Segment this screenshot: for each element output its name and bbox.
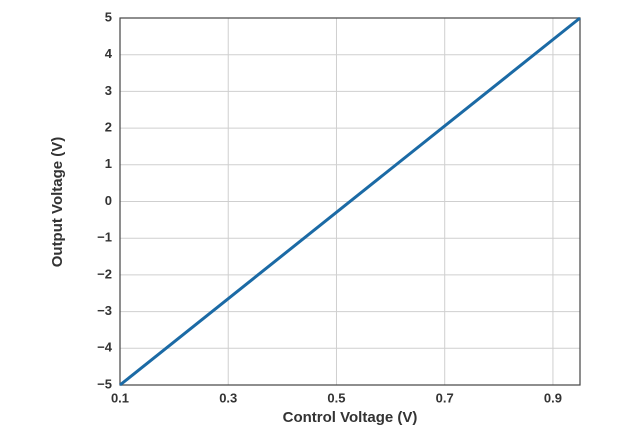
plot-frame: [119, 17, 581, 386]
y-tick-label: 5: [105, 9, 112, 24]
y-tick-label: −5: [97, 376, 112, 391]
y-tick-label: 2: [105, 120, 112, 135]
x-tick-label: 0.7: [436, 390, 454, 405]
x-tick-label: 0.9: [544, 390, 562, 405]
data-line: [119, 16, 581, 387]
x-tick-label: 0.1: [111, 390, 129, 405]
y-tick-label: −2: [97, 266, 112, 281]
y-tick-label: −4: [97, 340, 113, 355]
x-tick-label: 0.5: [327, 390, 345, 405]
y-tick-label: 1: [105, 156, 112, 171]
y-axis-label: Output Voltage (V): [49, 137, 66, 268]
x-axis-label: Control Voltage (V): [283, 409, 418, 426]
y-tick-label: 4: [105, 46, 113, 61]
y-tick-label: 0: [105, 193, 112, 208]
y-tick-label: −3: [97, 303, 112, 318]
x-tick-label: 0.3: [219, 390, 237, 405]
y-tick-label: −1: [97, 230, 112, 245]
y-tick-label: 3: [105, 83, 112, 98]
